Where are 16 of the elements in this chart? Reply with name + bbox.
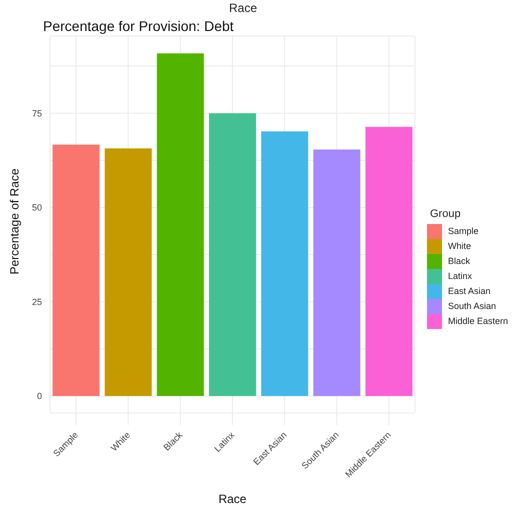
- y-axis-title: Percentage of Race: [7, 168, 22, 274]
- legend-label: Black: [448, 256, 470, 266]
- legend-label: South Asian: [448, 300, 496, 311]
- text: Race: [228, 1, 258, 15]
- legend-label: Latinx: [448, 270, 472, 281]
- legend-label: White: [448, 240, 471, 251]
- legend-label: Sample: [448, 226, 478, 236]
- legend-label: Middle Eastern: [448, 316, 508, 326]
- chart-title: Percentage for Provision: Debt: [43, 18, 234, 34]
- x-axis-title: Race: [218, 492, 247, 506]
- legend-title: Group: [430, 208, 461, 220]
- legend-label: East Asian: [448, 286, 490, 296]
- y-tick-label: 25: [32, 296, 42, 307]
- y-tick-label: 50: [32, 202, 42, 213]
- y-tick-label: 0: [36, 391, 42, 402]
- y-tick-label: 75: [32, 108, 42, 118]
